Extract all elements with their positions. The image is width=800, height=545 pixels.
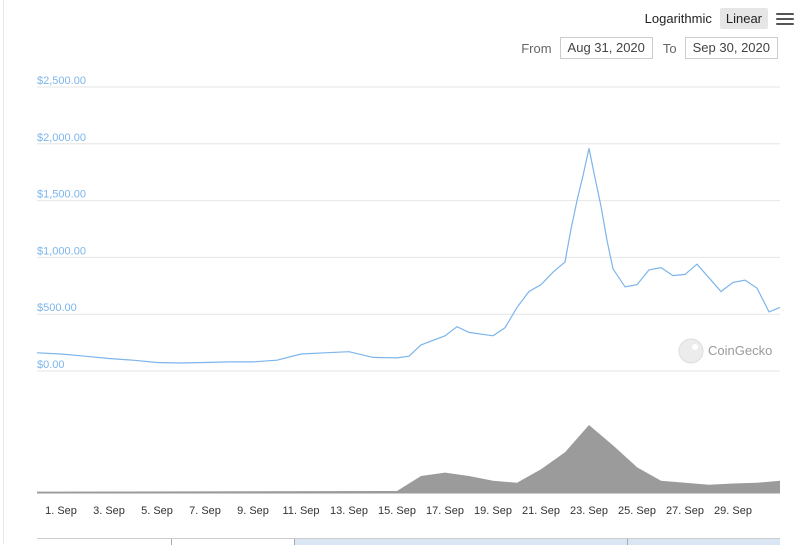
y-tick-label: $2,500.00 [37, 75, 86, 87]
volume-series [37, 425, 780, 493]
volume-area [37, 425, 780, 493]
from-label: From [521, 40, 552, 56]
x-tick-label: 11. Sep [282, 505, 319, 517]
x-tick-label: 29. Sep [714, 505, 752, 517]
x-tick-label: 1. Sep [45, 505, 77, 517]
grid-lines [37, 86, 780, 494]
logarithmic-button[interactable]: Logarithmic [644, 11, 712, 26]
y-axis-labels: $0.00 $500.00 $1,000.00 $1,500.00 $2,000.00 $… [37, 75, 86, 371]
x-tick-label: 23. Sep [570, 505, 608, 517]
x-tick-label: 19. Sep [474, 505, 512, 517]
coingecko-watermark: CoinGecko [678, 338, 772, 364]
x-tick-label: 21. Sep [522, 505, 560, 517]
x-tick-label: 17. Sep [426, 505, 464, 517]
coingecko-logo-icon [678, 338, 704, 364]
to-label: To [662, 40, 677, 56]
coingecko-logo-eye [692, 344, 698, 350]
left-border [3, 0, 4, 544]
scale-toggle: Logarithmic Linear [641, 8, 794, 29]
y-tick-label: $2,000.00 [37, 132, 86, 144]
from-date-input[interactable]: Aug 31, 2020 [559, 37, 653, 59]
y-tick-label: $1,000.00 [37, 245, 86, 257]
x-axis-labels: 1. Sep 3. Sep 5. Sep 7. Sep 9. Sep 11. Sep 13.… [45, 505, 752, 517]
x-tick-label: 25. Sep [618, 505, 656, 517]
x-tick-label: 13. Sep [330, 505, 368, 517]
y-tick-label: $0.00 [37, 359, 65, 371]
x-tick-label: 27. Sep [666, 505, 704, 517]
navigator-strip[interactable] [37, 538, 780, 545]
x-tick-label: 7. Sep [189, 505, 221, 517]
price-line [36, 148, 781, 364]
y-tick-label: $500.00 [37, 302, 77, 314]
navigator-handle-right[interactable] [627, 539, 628, 545]
navigator-handle-mid[interactable] [294, 539, 295, 545]
x-tick-label: 5. Sep [141, 505, 173, 517]
y-tick-label: $1,500.00 [37, 189, 86, 201]
linear-button[interactable]: Linear [719, 8, 768, 29]
watermark-text: CoinGecko [708, 343, 772, 358]
x-tick-label: 3. Sep [93, 505, 125, 517]
x-tick-label: 15. Sep [378, 505, 416, 517]
hamburger-menu-icon[interactable] [776, 10, 794, 28]
navigator-selection [294, 539, 780, 545]
x-tick-label: 9. Sep [237, 505, 269, 517]
to-date-input[interactable]: Sep 30, 2020 [684, 37, 778, 59]
navigator-handle-left[interactable] [171, 539, 172, 545]
date-range-selector: From Aug 31, 2020 To Sep 30, 2020 [521, 37, 778, 59]
price-series [36, 148, 781, 364]
